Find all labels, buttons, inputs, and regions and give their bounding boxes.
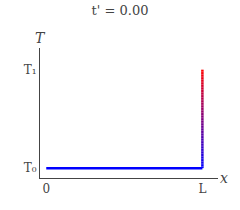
svg-text:0: 0: [42, 182, 50, 196]
svg-text:x: x: [220, 170, 228, 186]
svg-text:T₀: T₀: [24, 161, 37, 175]
svg-text:t' = 0.00: t' = 0.00: [92, 3, 149, 18]
svg-text:L: L: [198, 182, 206, 196]
svg-text:T₁: T₁: [24, 63, 37, 77]
svg-text:T: T: [35, 30, 46, 46]
